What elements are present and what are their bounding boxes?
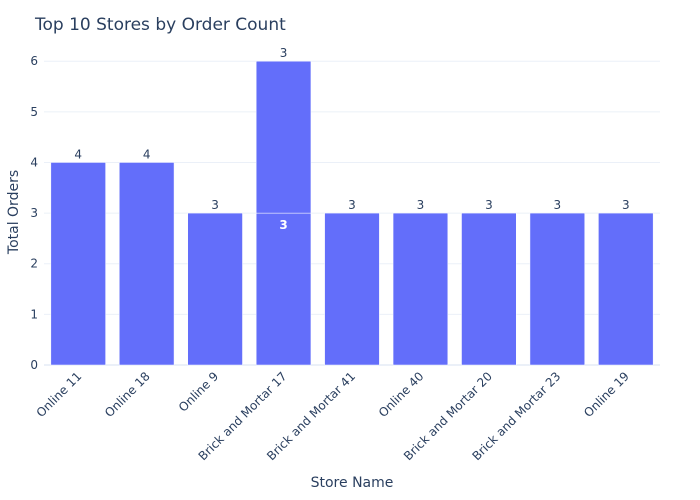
bar-value-label: 3	[554, 198, 562, 212]
y-tick-label: 4	[30, 155, 38, 169]
y-tick-label: 0	[30, 358, 38, 372]
bar-value-label: 3	[485, 198, 493, 212]
x-tick-label: Online 40	[376, 369, 427, 420]
y-tick-label: 3	[30, 206, 38, 220]
bar	[187, 212, 243, 366]
bar-value-label: 3	[211, 198, 219, 212]
y-tick-label: 2	[30, 257, 38, 271]
chart-title: Top 10 Stores by Order Count	[34, 15, 286, 35]
bar	[119, 162, 175, 366]
bar	[50, 162, 106, 366]
bar	[529, 212, 585, 366]
x-tick-label: Online 9	[176, 369, 221, 414]
bars	[50, 60, 654, 366]
bar-value-label: 3	[417, 198, 425, 212]
bar-value-label: 3	[280, 46, 288, 60]
bar-value-label: 4	[74, 147, 82, 161]
bar	[598, 212, 654, 366]
y-tick-label: 5	[30, 105, 38, 119]
y-tick-label: 6	[30, 54, 38, 68]
bar-value-label: 3	[279, 218, 287, 232]
y-tick-label: 1	[30, 307, 38, 321]
y-axis-title: Total Orders	[6, 170, 22, 255]
y-tick-labels: 0 1 2 3 4 5 6	[30, 54, 38, 372]
bar	[324, 212, 380, 366]
bar-value-label: 3	[622, 198, 630, 212]
bar	[461, 212, 517, 366]
bar-value-label: 3	[348, 198, 356, 212]
bar-value-label: 4	[143, 147, 151, 161]
x-tick-label: Online 18	[102, 369, 153, 420]
bar	[255, 212, 312, 366]
x-axis-title: Store Name	[311, 475, 394, 491]
bar	[255, 60, 312, 214]
x-tick-label: Online 11	[34, 369, 85, 420]
x-tick-label: Online 19	[581, 369, 632, 420]
bar-value-labels: 4 4 3 3 3 3 3 3 3 3	[74, 46, 629, 232]
bar	[392, 212, 449, 366]
